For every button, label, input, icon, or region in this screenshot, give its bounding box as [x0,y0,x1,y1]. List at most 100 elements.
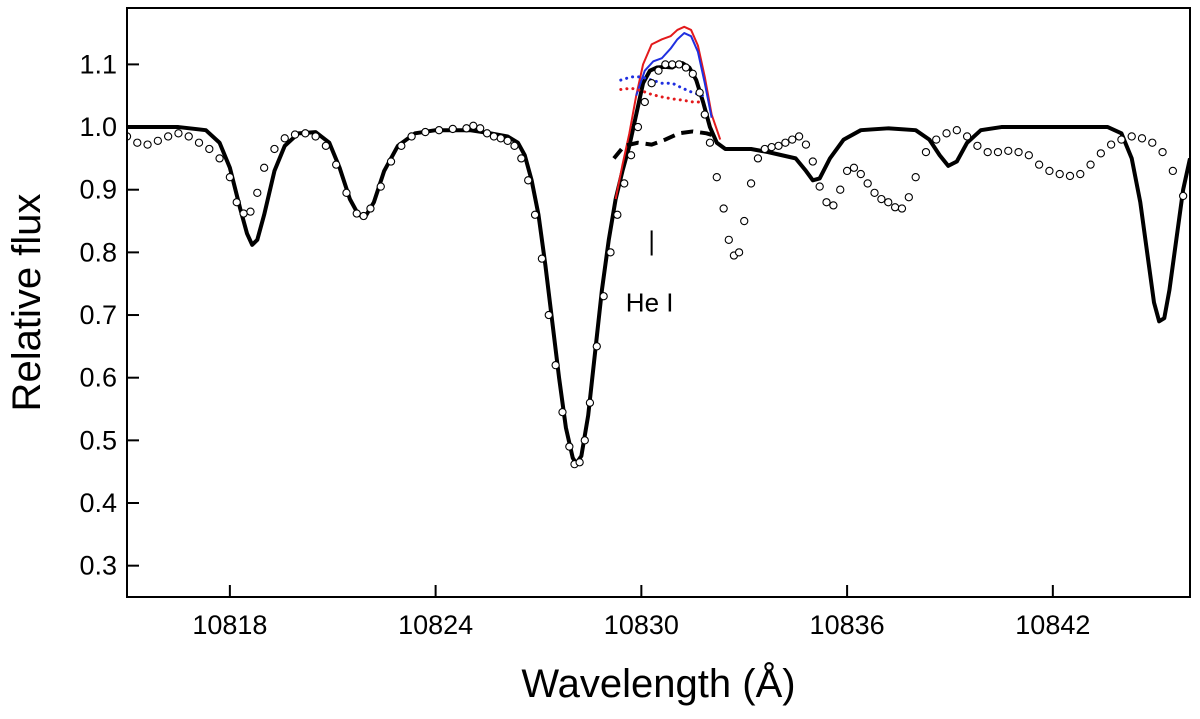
y-tick-label: 1.0 [79,112,117,142]
y-tick-label: 0.7 [79,300,117,330]
observed-point [434,126,444,135]
observed-point [1178,191,1188,201]
observed-point [592,342,601,351]
observed-point [719,204,728,213]
observed-point [884,198,893,207]
annotation-layer: He I [626,230,674,318]
observed-point [724,235,733,244]
observed-point [503,136,512,145]
observed-point [801,140,811,149]
observed-point [942,129,951,138]
y-tick-label: 0.3 [79,551,117,581]
y-axis: 0.3 0.4 0.5 0.6 0.7 0.8 0.9 1.0 1.1 [79,49,139,581]
observed-point [1086,160,1095,169]
observed-point [932,135,941,144]
observed-point [476,124,485,133]
y-tick-label: 0.5 [79,425,117,455]
observed-point [890,203,900,212]
observed-point [921,147,931,157]
observed-point [606,248,615,257]
observed-point [359,211,368,221]
observed-point [580,436,589,445]
plot-frame [126,7,1191,598]
observed-point [133,138,142,147]
observed-point [184,132,193,141]
observed-point [700,110,709,119]
observed-point [836,185,845,194]
x-axis-title: Wavelength (Å) [521,661,795,706]
observed-point [695,88,704,97]
observed-point [681,63,691,72]
observed-point [1127,132,1136,141]
observed-point [808,157,817,166]
observed-point [1148,138,1157,147]
observed-point [993,147,1003,157]
observed-point [585,398,595,407]
observed-point [575,458,584,467]
observed-point [290,130,300,139]
observed-point [654,66,663,75]
observed-point [640,97,649,107]
observed-point [613,210,622,219]
observed-point [239,209,248,218]
observed-point [856,169,865,179]
observed-point [760,144,769,154]
observed-point [321,141,331,150]
y-tick-label: 0.8 [79,237,117,267]
observed-point [774,141,783,150]
observed-point [983,147,992,157]
observed-point [397,141,406,150]
observed-point [1168,166,1177,176]
x-axis: 10818 10824 10830 10836 10842 [192,585,1090,640]
observed-point [904,193,913,202]
observed-point [407,132,416,141]
series-model-red [614,25,722,200]
observed-point [781,138,790,147]
observed-point [1106,140,1116,149]
observed-point [163,132,173,141]
observed-point [194,138,204,147]
y-tick-label: 0.4 [79,488,117,518]
observed-point [311,132,320,141]
observed-point [815,182,824,191]
observed-point [1034,160,1044,169]
series-model-blue-dotted [619,75,705,98]
observed-point [952,126,961,135]
observed-point [788,135,797,144]
observed-point [386,157,396,166]
observed-point [870,188,879,197]
observed-point [746,179,756,188]
observed-point [342,188,351,197]
observed-point [626,151,636,160]
observed-point [530,210,540,219]
observed-point [1137,134,1147,143]
observed-point [448,124,457,134]
observed-point [1045,166,1054,176]
observed-point [973,141,982,150]
series-model-dashed [612,129,718,160]
observed-point [842,166,852,176]
observed-point [352,209,361,218]
annotation-label: He I [626,288,674,318]
observed-point [215,154,224,163]
observed-point [524,176,533,185]
observed-point [496,134,505,143]
observed-point [688,69,697,78]
observed-point [911,173,920,182]
observed-point [517,154,526,163]
y-tick-label: 0.6 [79,363,117,393]
series-model [127,61,1190,466]
observed-point [1158,147,1167,157]
observed-point [1055,169,1064,179]
observed-point [633,122,643,132]
observed-point [829,201,838,210]
x-tick-label: 10824 [398,610,473,640]
observed-point [544,310,553,320]
observed-point [705,138,715,147]
observed-point [712,173,721,182]
observed-point [962,132,972,141]
observed-point [753,154,763,163]
x-tick-label: 10830 [604,610,679,640]
observed-point [332,160,341,169]
